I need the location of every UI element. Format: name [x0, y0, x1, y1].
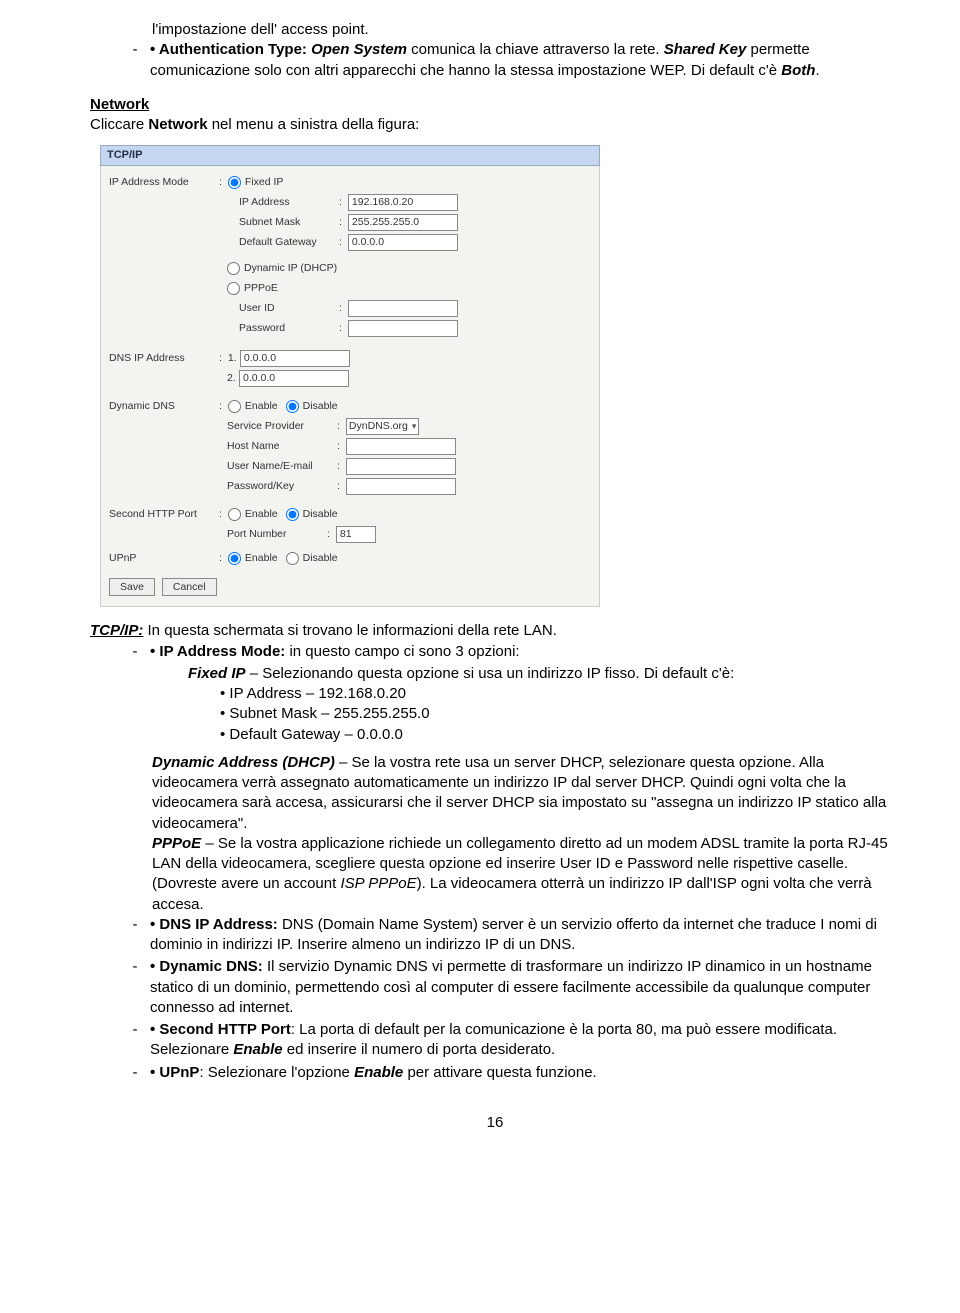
dhcp-para: Dynamic Address (DHCP) – Se la vostra re… [152, 753, 900, 834]
user-email-input[interactable] [346, 458, 456, 475]
tcpip-heading-line: TCP/IP: In questa schermata si trovano l… [90, 621, 900, 641]
sc-header: TCP/IP [100, 145, 600, 166]
user-email-label: User Name/E-mail [227, 459, 337, 473]
gateway-label: Default Gateway [239, 235, 339, 249]
ipmode-bullet: - • IP Address Mode: in questo campo ci … [90, 642, 900, 662]
dns2-input[interactable]: 0.0.0.0 [239, 370, 349, 387]
open-system: Open System [311, 41, 407, 58]
subnet-input[interactable]: 255.255.255.0 [348, 214, 458, 231]
fixed-ip-text: Fixed IP [245, 175, 284, 189]
host-name-label: Host Name [227, 439, 337, 453]
dyndns-bullet: - • Dynamic DNS: Il servizio Dynamic DNS… [90, 957, 900, 1018]
sc-ipmode-label: IP Address Mode [109, 175, 219, 189]
service-provider-label: Service Provider [227, 419, 337, 433]
gateway-line: • Default Gateway – 0.0.0.0 [220, 725, 900, 745]
upnp-enable-radio[interactable] [228, 552, 241, 565]
ip-address-input[interactable]: 192.168.0.20 [348, 194, 458, 211]
upnp-disable-radio[interactable] [286, 552, 299, 565]
intro-line: l'impostazione dell' access point. [152, 20, 900, 40]
second-http-enable: Enable [245, 507, 278, 521]
second-http-bullet: - • Second HTTP Port: La porta di defaul… [90, 1020, 900, 1061]
dns-bullet: - • DNS IP Address: DNS (Domain Name Sys… [90, 915, 900, 956]
dyndns-disable-radio[interactable] [286, 400, 299, 413]
second-http-disable: Disable [303, 507, 338, 521]
dyndns-enable-radio[interactable] [228, 400, 241, 413]
upnp-label: UPnP [109, 551, 219, 565]
upnp-bullet: - • UPnP: Selezionare l'opzione Enable p… [90, 1063, 900, 1083]
host-name-input[interactable] [346, 438, 456, 455]
gateway-input[interactable]: 0.0.0.0 [348, 234, 458, 251]
tcpip-screenshot: TCP/IP IP Address Mode : Fixed IP IP Add… [100, 145, 600, 607]
dns-label: DNS IP Address [109, 351, 219, 365]
auth-type-bullet: - • Authentication Type: Open System com… [90, 40, 900, 81]
dhcp-text: Dynamic IP (DHCP) [244, 261, 337, 275]
subnet-label: Subnet Mask [239, 215, 339, 229]
fixed-ip-radio[interactable] [228, 176, 241, 189]
password-input[interactable] [348, 320, 458, 337]
userid-label: User ID [239, 301, 339, 315]
second-http-disable-radio[interactable] [286, 508, 299, 521]
service-provider-select[interactable]: DynDNS.org [346, 418, 419, 435]
pppoe-text: PPPoE [244, 281, 278, 295]
dyndns-label: Dynamic DNS [109, 399, 219, 413]
pass-key-input[interactable] [346, 478, 456, 495]
both: Both [781, 62, 815, 79]
network-heading: Network [90, 95, 900, 115]
dns1-input[interactable]: 0.0.0.0 [240, 350, 350, 367]
upnp-enable: Enable [245, 551, 278, 565]
dyndns-enable: Enable [245, 399, 278, 413]
second-http-label: Second HTTP Port [109, 507, 219, 521]
save-button[interactable]: Save [109, 578, 155, 596]
subnet-line: • Subnet Mask – 255.255.255.0 [220, 704, 900, 724]
page-number: 16 [90, 1113, 900, 1133]
ip-address-label: IP Address [239, 195, 339, 209]
second-http-enable-radio[interactable] [228, 508, 241, 521]
dyndns-disable: Disable [303, 399, 338, 413]
port-number-label: Port Number [227, 527, 327, 541]
auth-prefix: • Authentication Type: [150, 41, 311, 58]
pppoe-radio[interactable] [227, 282, 240, 295]
auth-end: . [815, 62, 819, 79]
password-label: Password [239, 321, 339, 335]
pppoe-para: PPPoE – Se la vostra applicazione richie… [152, 834, 900, 915]
ip-addr-line: • IP Address – 192.168.0.20 [220, 684, 900, 704]
upnp-disable: Disable [303, 551, 338, 565]
tcpip-heading: TCP/IP: [90, 622, 143, 639]
auth-text-1: comunica la chiave attraverso la rete. [407, 41, 664, 58]
pass-key-label: Password/Key [227, 479, 337, 493]
cancel-button[interactable]: Cancel [162, 578, 217, 596]
userid-input[interactable] [348, 300, 458, 317]
port-number-input[interactable]: 81 [336, 526, 376, 543]
shared-key: Shared Key [664, 41, 747, 58]
dhcp-radio[interactable] [227, 262, 240, 275]
network-click-text: Cliccare Network nel menu a sinistra del… [90, 115, 900, 135]
fixed-ip-line: Fixed IP – Selezionando questa opzione s… [188, 664, 900, 684]
